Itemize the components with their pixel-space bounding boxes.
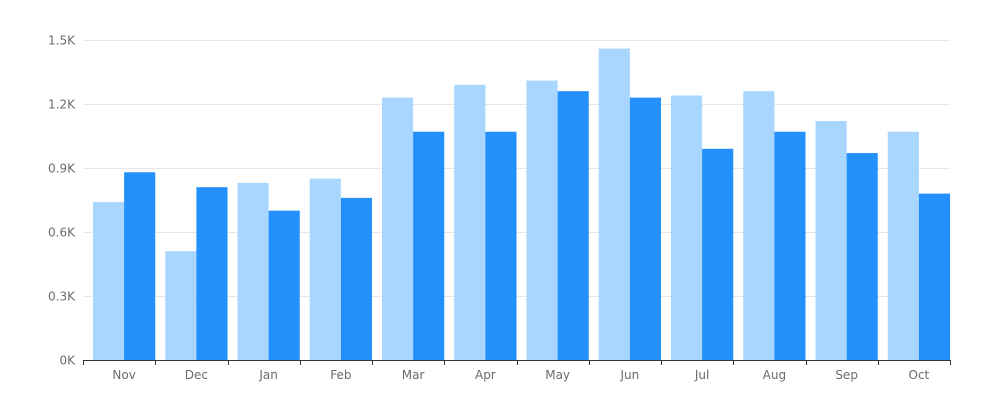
bar-jan-series-1	[237, 182, 269, 360]
x-tick-label: Aug	[763, 368, 786, 382]
bar-mar-series-2	[413, 131, 445, 360]
y-tick-label: 1.2K	[48, 98, 76, 112]
bar-feb-series-2	[340, 197, 373, 360]
y-tick-label: 0.6K	[48, 226, 76, 240]
bar-nov-series-1	[93, 202, 125, 360]
x-tick-label: Jan	[258, 368, 278, 382]
x-tick-label: Mar	[402, 368, 425, 382]
x-tick-label: Oct	[909, 368, 930, 382]
bar-nov-series-2	[124, 172, 156, 360]
y-axis-labels: 0K 0.3K 0.6K 0.9K 1.2K 1.5K	[48, 34, 76, 368]
bar-sep-series-1	[815, 121, 847, 360]
bar-feb-series-1	[309, 178, 341, 360]
x-tick-label: Apr	[475, 368, 496, 382]
y-tick-label: 0.9K	[48, 162, 76, 176]
bar-aug-series-2	[774, 131, 806, 360]
x-tick-label: Jul	[694, 368, 709, 382]
bar-oct-series-2	[918, 193, 951, 360]
bar-aug-series-1	[743, 91, 775, 360]
bar-apr-series-1	[454, 84, 486, 361]
bar-oct-series-1	[887, 131, 919, 360]
x-tick-label: Jun	[620, 368, 640, 382]
bar-jul-series-1	[671, 95, 703, 360]
bar-jun-series-2	[629, 97, 662, 360]
y-tick-label: 0.3K	[48, 290, 76, 304]
x-tick-label: Nov	[112, 368, 135, 382]
bar-jul-series-2	[702, 148, 734, 360]
x-axis	[83, 360, 951, 365]
bar-mar-series-1	[382, 97, 414, 360]
x-tick-label: Feb	[330, 368, 351, 382]
bar-sep-series-2	[846, 153, 878, 360]
bar-apr-series-2	[485, 131, 517, 360]
y-tick-label: 0K	[59, 354, 76, 368]
y-tick-label: 1.5K	[48, 34, 76, 48]
x-tick-label: May	[545, 368, 570, 382]
bar-dec-series-2	[196, 187, 228, 360]
bar-jun-series-1	[598, 48, 630, 360]
x-axis-labels: Nov Dec Jan Feb Mar Apr May Jun Jul Aug Sep Oct	[112, 368, 929, 382]
bar-jan-series-2	[268, 210, 300, 360]
x-tick-label: Sep	[835, 368, 858, 382]
bar-dec-series-1	[165, 251, 197, 360]
bars	[93, 48, 951, 361]
x-tick-label: Dec	[185, 368, 208, 382]
bar-may-series-1	[526, 80, 558, 360]
bar-may-series-2	[557, 91, 589, 360]
